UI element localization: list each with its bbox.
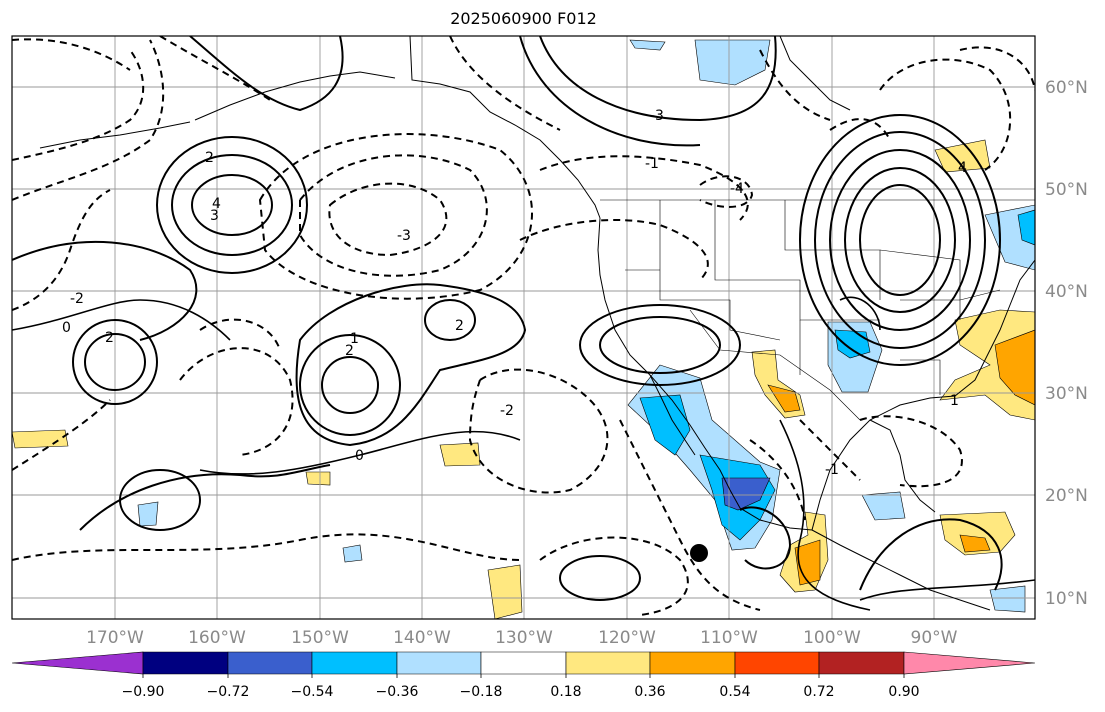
contour-label: 4 (212, 196, 221, 212)
contour-label: -1 (825, 462, 839, 478)
coast-east (989, 259, 1035, 351)
coast-gulf-2 (869, 419, 936, 513)
colorbar-segment (311, 651, 398, 675)
contours-negative (12, 36, 1035, 616)
shade-negative-small (137, 501, 159, 527)
lat-label: 30°N (1045, 384, 1088, 404)
colorbar-segment (565, 651, 651, 675)
coast-central-america (811, 529, 991, 611)
colorbar-label: 0.18 (550, 684, 581, 700)
contour-label: -3 (397, 228, 411, 244)
coast-hudson (779, 36, 851, 111)
contour-label: 4 (958, 160, 967, 176)
colorbar-label: 0.54 (719, 684, 750, 700)
contour-labels: 2 3 4 -2 -3 -4 0 1 -1 2 -2 0 2 2 -3 4 -1… (62, 108, 967, 478)
coast-aleutians (39, 121, 191, 149)
contour-label: -2 (500, 403, 514, 419)
colorbar-label: −0.36 (376, 684, 419, 700)
colorbar-segment (396, 651, 482, 675)
lat-label: 20°N (1045, 486, 1088, 506)
lat-label: 40°N (1045, 282, 1088, 302)
shade-positive-small (305, 471, 331, 486)
colorbar-ticks (142, 674, 905, 678)
shade-negative-small-2 (342, 544, 363, 563)
lon-label: 150°W (291, 628, 349, 648)
colorbar-segment (818, 651, 905, 675)
colorbar-segments (11, 651, 1036, 675)
colorbar-label: −0.72 (207, 684, 250, 700)
lat-label: 50°N (1045, 180, 1088, 200)
coast-baja (649, 374, 696, 456)
shade-negative-north-2 (629, 39, 666, 51)
shade-negative-mexico-2 (639, 394, 691, 456)
contour-label: -2 (70, 291, 84, 307)
lon-label: 110°W (700, 628, 758, 648)
colorbar-label: −0.90 (122, 684, 165, 700)
shade-positive-south (487, 564, 523, 619)
contour-label: -1 (645, 156, 659, 172)
contour-label: 3 (210, 208, 219, 224)
shade-negative-gulf (861, 491, 906, 521)
colorbar-segment (142, 651, 229, 675)
lon-label: 100°W (803, 628, 861, 648)
shade-positive-mexico-east-2 (794, 539, 821, 586)
lon-label: 120°W (598, 628, 656, 648)
shade-positive-ontario (934, 139, 991, 173)
colorbar-label: −0.18 (460, 684, 503, 700)
shade-positive-plains-2 (767, 384, 801, 413)
lon-label: 170°W (86, 628, 144, 648)
coast-alaska (409, 36, 601, 219)
colorbar-label: 0.90 (888, 684, 919, 700)
shade-strong-negative (721, 477, 771, 511)
shade-positive-carib-2 (959, 534, 991, 553)
contour-label: -3 (650, 108, 664, 124)
coast-west-us (597, 217, 813, 531)
lon-label: 140°W (393, 628, 451, 648)
colorbar-segment (649, 651, 736, 675)
coast-gulf-mexico (811, 349, 991, 531)
shade-positive-pacific (439, 442, 481, 467)
map-frame (11, 35, 1036, 620)
colorbar-segment (734, 651, 820, 675)
map-title: 2025060900 F012 (450, 9, 597, 28)
contour-label: 2 (345, 343, 354, 359)
colorbar-segment (227, 651, 313, 675)
lon-label: 160°W (188, 628, 246, 648)
longitude-labels: 170°W 160°W 150°W 140°W 130°W 120°W 110°… (86, 628, 958, 648)
colorbar-label: −0.54 (291, 684, 334, 700)
colorbar-segment (11, 651, 144, 675)
contour-label: 1 (350, 331, 359, 347)
lon-label: 90°W (911, 628, 958, 648)
colorbar-label: 0.36 (634, 684, 665, 700)
contour-label: 1 (950, 393, 959, 409)
contours-zero (12, 296, 1035, 611)
coastlines (39, 36, 1035, 611)
contour-label: 2 (455, 318, 464, 334)
shade-negative-north (694, 39, 771, 86)
colorbar-segment (480, 651, 567, 675)
colorbar-labels: −0.90 −0.72 −0.54 −0.36 −0.18 0.18 0.36 … (122, 684, 920, 700)
lat-label: 60°N (1045, 78, 1088, 98)
shade-negative-carib (989, 585, 1026, 613)
location-marker (690, 544, 708, 562)
shade-positive-east-2 (994, 329, 1035, 406)
colorbar-label: 0.72 (803, 684, 834, 700)
contour-label: -4 (730, 181, 744, 197)
contour-label: 0 (62, 320, 71, 336)
lon-label: 130°W (495, 628, 553, 648)
lat-label: 10°N (1045, 589, 1088, 609)
shade-positive-pacific-2 (12, 429, 69, 449)
contour-label: 0 (355, 448, 364, 464)
latitude-labels: 10°N 20°N 30°N 40°N 50°N 60°N (1045, 78, 1088, 609)
contour-label: 2 (105, 330, 114, 346)
shade-negative-great-lakes-2 (1017, 209, 1035, 246)
colorbar: −0.90 −0.72 −0.54 −0.36 −0.18 0.18 0.36 … (11, 651, 1036, 700)
coast-alaska-peninsula (194, 71, 396, 121)
contour-label: 2 (205, 150, 214, 166)
contours-positive (12, 36, 1003, 601)
colorbar-segment (903, 651, 1036, 675)
